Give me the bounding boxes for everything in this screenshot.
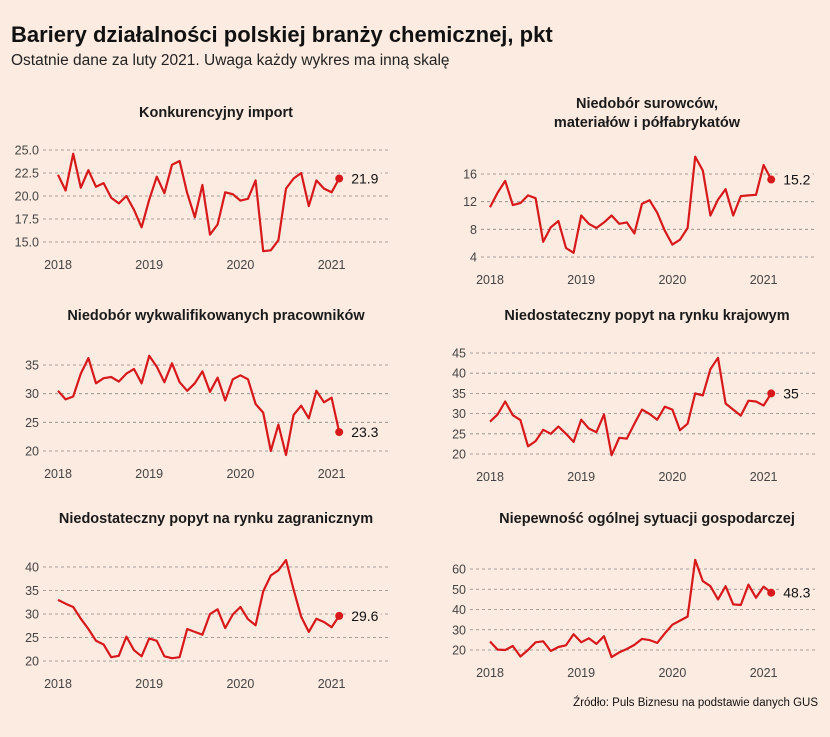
series-line [489,356,773,457]
y-tick-label: 30 [452,407,466,421]
x-tick-label: 2018 [44,258,72,272]
y-tick-label: 15.0 [15,236,39,250]
last-point-marker [767,588,776,597]
source-note: Źródło: Puls Biznesu na podstawie danych… [573,697,818,709]
label-pad [781,385,801,402]
x-tick-label: 2021 [318,258,346,272]
panel-title: Niedobór wykwalifikowanych pracowników [67,308,365,324]
x-tick-label: 2018 [476,666,504,680]
y-tick-label: 40 [452,603,466,617]
y-tick-label: 35 [452,387,466,401]
x-tick-label: 2021 [750,470,778,484]
y-tick-label: 30 [25,608,39,622]
panel-2: Niedobór surowców, materiałów i półfabryk… [463,96,815,287]
x-tick-label: 2018 [476,273,504,287]
x-tick-label: 2019 [135,677,163,691]
y-tick-label: 12 [463,195,477,209]
x-tick-label: 2019 [135,467,163,481]
last-value-label: 23.3 [351,424,378,440]
x-tick-label: 2018 [44,677,72,691]
y-tick-label: 40 [452,367,466,381]
y-tick-label: 45 [452,347,466,361]
last-value-label: 48.3 [783,585,810,601]
panel-title: Konkurencyjny import [139,105,293,121]
panel-1: Konkurencyjny import 15.0 17.5 20.0 22.5 25.0… [15,105,390,272]
label-pad [349,607,381,624]
y-tick-label: 40 [25,561,39,575]
series-line [57,354,341,457]
panel-title: Niepewność ogólnej sytuacji gospodarczej [499,511,795,527]
y-tick-label: 22.5 [15,167,39,181]
y-tick-label: 4 [470,251,477,265]
y-tick-label: 30 [452,623,466,637]
x-tick-label: 2020 [226,467,254,481]
last-point-marker [767,175,776,184]
panel-title: Niedostateczny popyt na rynku zagraniczn… [59,511,373,527]
y-tick-label: 20 [25,655,39,669]
y-tick-label: 16 [463,168,477,182]
label-pad [781,171,813,188]
last-point-marker [335,611,344,620]
panel-4: Niedostateczny popyt na rynku krajowym 20… [452,308,815,484]
panel-6: Niepewność ogólnej sytuacji gospodarczej… [452,511,815,680]
y-tick-label: 20 [452,448,466,462]
x-tick-label: 2020 [658,666,686,680]
x-tick-label: 2020 [226,677,254,691]
y-tick-label: 25 [452,427,466,441]
last-value-label: 15.2 [783,172,810,188]
x-tick-label: 2020 [226,258,254,272]
panel-title: Niedostateczny popyt na rynku krajowym [504,308,789,324]
y-tick-label: 20 [452,644,466,658]
chart-title: Bariery działalności polskiej branży che… [11,22,553,47]
last-point-marker [767,389,776,398]
panel-5: Niedostateczny popyt na rynku zagraniczn… [25,511,390,691]
panel-3: Niedobór wykwalifikowanych pracowników 20… [25,308,390,481]
series-line [489,155,773,254]
y-tick-label: 25 [25,416,39,430]
x-tick-label: 2018 [476,470,504,484]
x-tick-label: 2021 [750,666,778,680]
series-line [57,152,341,253]
x-tick-label: 2018 [44,467,72,481]
y-tick-label: 50 [452,583,466,597]
x-tick-label: 2020 [658,273,686,287]
y-tick-label: 25.0 [15,144,39,158]
y-tick-label: 30 [25,387,39,401]
y-tick-label: 17.5 [15,213,39,227]
last-point-marker [335,174,344,183]
last-value-label: 29.6 [351,608,378,624]
label-pad [349,170,381,187]
y-tick-label: 35 [25,584,39,598]
y-tick-label: 35 [25,359,39,373]
y-tick-label: 8 [470,223,477,237]
y-tick-label: 60 [452,563,466,577]
label-pad [781,584,813,601]
panel-title: Niedobór surowców, [576,96,718,112]
x-tick-label: 2021 [318,677,346,691]
panel-title: materiałów i półfabrykatów [554,115,741,131]
chart-subtitle: Ostatnie dane za luty 2021. Uwaga każdy … [11,52,450,69]
last-value-label: 21.9 [351,171,378,187]
x-tick-label: 2021 [318,467,346,481]
x-tick-label: 2019 [567,470,595,484]
label-pad [349,424,381,441]
y-tick-label: 20 [25,445,39,459]
series-line [489,558,772,659]
x-tick-label: 2021 [750,273,778,287]
series-line [57,558,341,660]
y-tick-label: 25 [25,631,39,645]
y-tick-label: 20.0 [15,190,39,204]
last-value-label: 35 [783,385,799,401]
last-point-marker [335,428,344,437]
x-tick-label: 2019 [567,666,595,680]
x-tick-label: 2019 [135,258,163,272]
x-tick-label: 2019 [567,273,595,287]
x-tick-label: 2020 [658,470,686,484]
